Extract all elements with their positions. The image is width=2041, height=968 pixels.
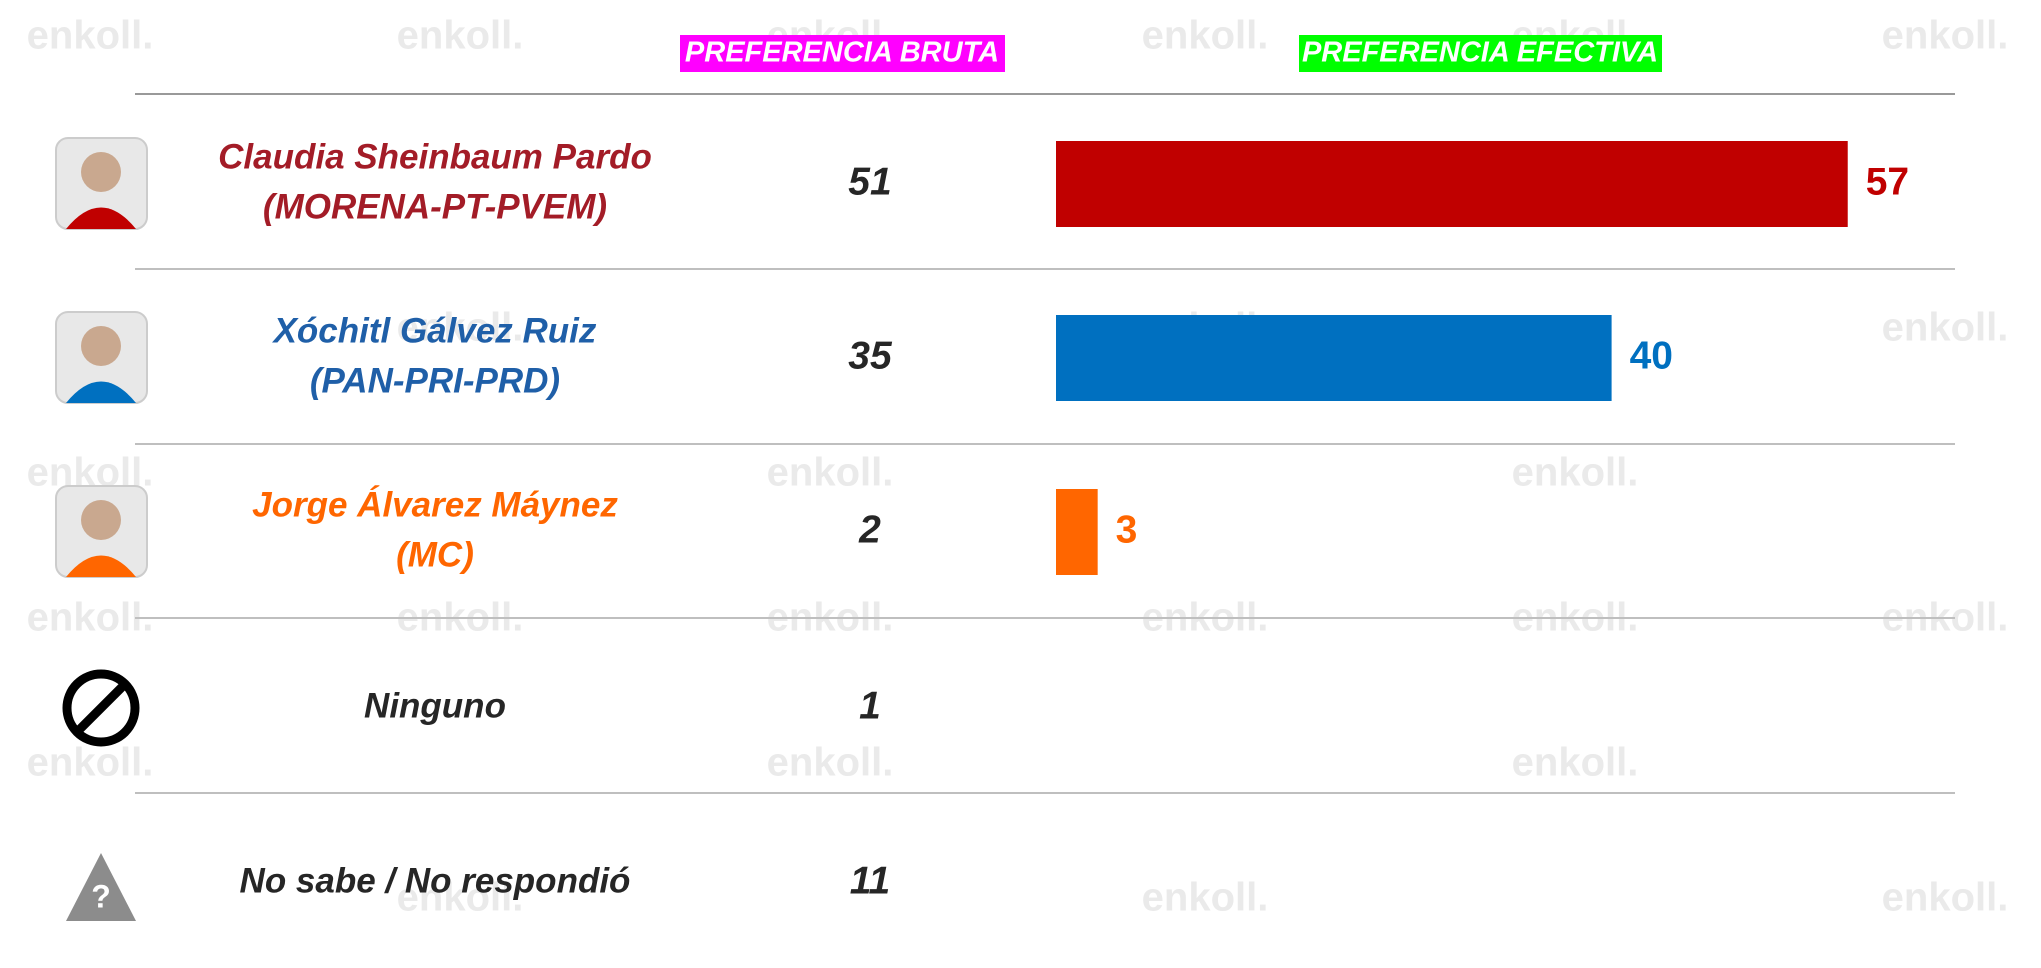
photo-head — [81, 500, 121, 540]
watermark: enkoll. — [767, 451, 894, 495]
header-bruta: PREFERENCIA BRUTA — [685, 37, 999, 69]
bruta-value: 11 — [850, 859, 891, 902]
watermark: enkoll. — [1882, 306, 2009, 350]
unknown-icon — [66, 853, 136, 921]
photo-body — [66, 207, 136, 229]
candidate-name: Xóchitl Gálvez Ruiz — [272, 311, 597, 350]
watermark: enkoll. — [27, 14, 154, 58]
candidate-party: (PAN-PRI-PRD) — [310, 361, 560, 400]
watermark: enkoll. — [27, 596, 154, 640]
candidate-name: Ninguno — [364, 686, 506, 725]
bar — [1056, 141, 1848, 227]
bruta-value: 35 — [848, 334, 893, 377]
none-icon — [62, 669, 140, 747]
watermark: enkoll. — [397, 306, 524, 350]
bar-value: 57 — [1866, 160, 1909, 203]
watermark: enkoll. — [1512, 451, 1639, 495]
header-efectiva-bg — [1299, 35, 1662, 72]
candidate-name: Claudia Sheinbaum Pardo — [218, 137, 652, 176]
candidate-name: No sabe / No respondió — [240, 861, 631, 900]
watermark: enkoll. — [1142, 876, 1269, 920]
candidate-name: Jorge Álvarez Máynez — [252, 485, 618, 524]
bar — [1056, 315, 1612, 401]
bar-value: 3 — [1116, 508, 1138, 551]
header-bruta-bg — [680, 35, 1005, 72]
watermark: enkoll. — [397, 14, 524, 58]
photo-body — [66, 381, 136, 403]
watermark: enkoll. — [397, 876, 524, 920]
watermark: enkoll. — [27, 741, 154, 785]
photo-head — [81, 152, 121, 192]
photo-body — [66, 555, 136, 577]
watermark: enkoll. — [1882, 876, 2009, 920]
bruta-value: 1 — [859, 684, 881, 727]
watermark: enkoll. — [1882, 14, 2009, 58]
watermark: enkoll. — [1142, 14, 1269, 58]
candidate-party: (MORENA-PT-PVEM) — [263, 187, 607, 226]
watermark: enkoll. — [767, 741, 894, 785]
unknown-icon-label: ? — [91, 878, 111, 914]
bruta-value: 2 — [858, 508, 881, 551]
watermark: enkoll. — [1512, 741, 1639, 785]
header-efectiva: PREFERENCIA EFECTIVA — [1302, 37, 1658, 69]
photo-head — [81, 326, 121, 366]
bruta-value: 51 — [848, 160, 891, 203]
candidate-party: (MC) — [396, 535, 474, 574]
none-icon-slash — [73, 680, 129, 736]
bar-value: 40 — [1630, 334, 1673, 377]
bar — [1056, 489, 1098, 575]
